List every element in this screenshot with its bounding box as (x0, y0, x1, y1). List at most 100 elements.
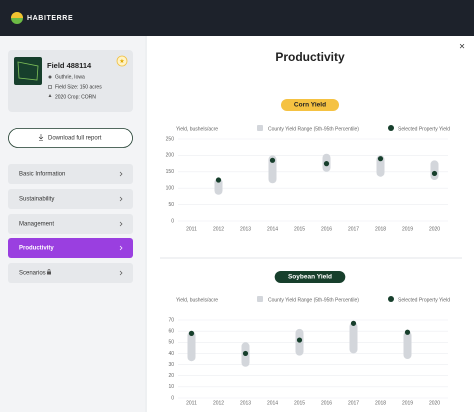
x-tick-label: 2020 (429, 400, 440, 406)
y-tick-label: 50 (168, 340, 174, 346)
x-tick-label: 2020 (429, 226, 440, 232)
nav-label[interactable]: Scenarios (19, 271, 46, 277)
y-tick-label: 40 (168, 351, 174, 357)
y-axis-label: Yield, bushels/acre (176, 297, 218, 303)
y-tick-label: 0 (171, 218, 174, 224)
legend-label: Selected Property Yield (398, 297, 450, 303)
x-tick-label: 2015 (294, 226, 305, 232)
range-bar (187, 331, 196, 362)
download-button[interactable] (8, 128, 133, 148)
range-bar (349, 322, 358, 354)
chart-title: Corn Yield (294, 102, 326, 109)
property-dot (404, 329, 411, 335)
nav-item[interactable] (8, 164, 133, 184)
field-name: Field 488114 (47, 61, 92, 70)
property-dot (296, 337, 303, 343)
y-tick-label: 20 (168, 373, 174, 379)
top-bar (0, 0, 474, 36)
x-tick-label: 2016 (321, 400, 332, 406)
y-tick-label: 60 (168, 328, 174, 334)
star-glyph: ★ (119, 58, 124, 65)
x-tick-label: 2014 (267, 226, 278, 232)
range-bar (403, 331, 412, 359)
range-bar (268, 155, 277, 184)
y-tick-label: 70 (168, 317, 174, 323)
legend-dot (388, 125, 394, 131)
x-tick-label: 2016 (321, 226, 332, 232)
x-tick-label: 2011 (186, 400, 197, 406)
main-panel (145, 36, 474, 412)
x-tick-label: 2018 (375, 400, 386, 406)
legend-dot (388, 296, 394, 302)
legend-label: County Yield Range (5th-95th Percentile) (268, 297, 359, 303)
download-label[interactable]: Download full report (48, 136, 102, 142)
lock-icon (47, 271, 51, 275)
x-tick-label: 2015 (294, 400, 305, 406)
y-tick-label: 250 (166, 136, 175, 142)
nav-item[interactable] (8, 214, 133, 234)
chart-title-pill (274, 271, 346, 283)
property-dot (323, 161, 330, 167)
close-button[interactable]: × (459, 42, 465, 53)
logo-text[interactable]: HABITERRE (27, 15, 73, 22)
favorite-star[interactable] (116, 55, 128, 67)
range-bar (376, 155, 385, 177)
legend-swatch (257, 296, 263, 302)
legend-label: Selected Property Yield (398, 126, 450, 132)
range-bar (430, 160, 439, 180)
nav-chevron[interactable] (119, 196, 123, 202)
nav-label[interactable]: Basic Information (19, 172, 65, 178)
field-location: Guthrie, Iowa (55, 74, 85, 80)
property-dot (431, 170, 438, 177)
property-dot (350, 320, 357, 326)
x-tick-label: 2018 (375, 226, 386, 232)
property-dot (215, 177, 222, 183)
nav-item[interactable] (8, 189, 133, 209)
download-icon (38, 134, 44, 141)
chart-title-pill (281, 99, 339, 111)
y-tick-label: 50 (168, 202, 174, 208)
x-tick-label: 2011 (186, 226, 197, 232)
location-icon (48, 75, 52, 79)
size-icon (48, 85, 52, 89)
nav-chevron[interactable] (119, 171, 123, 177)
property-dot (242, 350, 249, 357)
property-dot (377, 156, 384, 162)
legend-label: County Yield Range (5th-95th Percentile) (268, 126, 359, 132)
property-dot (188, 330, 195, 336)
y-tick-label: 0 (171, 395, 174, 401)
lock-shackle (47, 269, 51, 272)
y-tick-label: 30 (168, 362, 174, 368)
field-outline (17, 61, 39, 81)
page-title: Productivity (275, 50, 345, 64)
nav-item[interactable] (8, 238, 133, 258)
x-tick-label: 2019 (402, 400, 413, 406)
property-dot (269, 157, 276, 163)
x-tick-label: 2017 (348, 226, 359, 232)
nav-chevron[interactable] (119, 270, 123, 276)
nav-chevron[interactable] (119, 221, 123, 227)
nav-item[interactable] (8, 263, 133, 283)
x-tick-label: 2017 (348, 400, 359, 406)
nav-chevron[interactable] (119, 245, 123, 251)
chart-title: Soybean Yield (288, 274, 332, 281)
x-tick-label: 2019 (402, 226, 413, 232)
x-tick-label: 2012 (213, 226, 224, 232)
field-crop: 2020 Crop: CORN (55, 94, 96, 100)
crop-icon (48, 94, 52, 97)
y-axis-label: Yield, bushels/acre (176, 126, 218, 132)
field-size: Field Size: 150 acres (55, 84, 102, 90)
x-tick-label: 2013 (240, 226, 251, 232)
y-tick-label: 100 (166, 186, 175, 192)
y-tick-label: 200 (166, 153, 175, 159)
range-bar (214, 178, 223, 195)
nav-label[interactable]: Productivity (19, 246, 54, 252)
nav: Basic Information Sustainability Managemen… (8, 164, 133, 283)
legend-swatch (257, 125, 263, 131)
logo-icon-top (11, 12, 23, 18)
nav-label[interactable]: Sustainability (19, 197, 54, 203)
x-tick-label: 2014 (267, 400, 278, 406)
nav-label[interactable]: Management (19, 222, 54, 228)
